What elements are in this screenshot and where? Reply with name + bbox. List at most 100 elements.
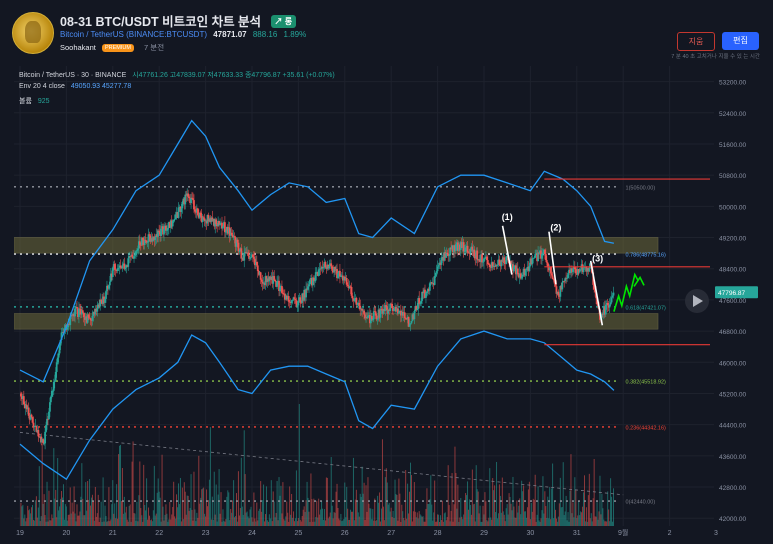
candle-body <box>273 276 276 280</box>
candle-body <box>235 239 238 247</box>
volume-bar <box>580 511 582 526</box>
volume-bar <box>362 493 364 526</box>
candle-body <box>286 296 289 300</box>
candle-body <box>216 224 219 227</box>
candle-body <box>334 267 336 271</box>
candle-body <box>32 422 35 428</box>
candle-body <box>99 299 102 307</box>
candle-body <box>608 304 611 308</box>
volume-bar <box>143 464 145 526</box>
candle-body <box>587 267 590 272</box>
play-icon <box>693 295 703 307</box>
volume-bar <box>204 513 206 526</box>
volume-bar <box>289 486 291 526</box>
volume-bar <box>89 479 91 526</box>
volume-bar <box>449 521 451 526</box>
candle-body <box>258 272 261 275</box>
candle-body <box>115 270 118 272</box>
volume-bar <box>461 516 463 526</box>
play-button[interactable] <box>685 289 709 313</box>
volume-bar <box>526 507 528 526</box>
volume-bar <box>438 521 440 526</box>
candle-body <box>379 308 382 318</box>
volume-bar <box>297 518 299 526</box>
candle-body <box>523 268 526 276</box>
candle-body <box>105 291 107 299</box>
volume-bar <box>471 469 473 526</box>
volume-bar <box>516 500 518 526</box>
volume-bar <box>530 502 532 526</box>
candle-body <box>199 212 202 216</box>
candle-body <box>325 267 328 270</box>
candle-body <box>540 250 542 259</box>
candle-body <box>349 286 352 288</box>
volume-bar <box>76 504 78 526</box>
candle-body <box>306 288 308 290</box>
legend-volume-value: 925 <box>37 98 50 105</box>
candle-body <box>478 259 481 261</box>
delete-button[interactable]: 지움 <box>677 32 715 51</box>
volume-bar <box>244 474 246 526</box>
candle-body <box>106 285 108 292</box>
symbol-link[interactable]: Bitcoin / TetherUS (BINANCE:BTCUSDT) <box>60 30 207 39</box>
candle-body <box>436 266 439 272</box>
candle-body <box>504 262 507 265</box>
candle-body <box>476 250 479 260</box>
candle-body <box>206 214 209 224</box>
volume-bar <box>567 512 569 526</box>
candle-body <box>366 317 368 319</box>
volume-bar <box>74 513 76 526</box>
volume-bar <box>25 521 27 526</box>
candle-body <box>250 257 252 259</box>
author-name[interactable]: Soohakant <box>60 43 96 52</box>
candle-body <box>596 298 598 305</box>
candle-body <box>284 295 287 300</box>
price-tick-label: 47600.00 <box>719 298 746 305</box>
candle-body <box>558 295 561 297</box>
candle-body <box>176 212 179 218</box>
volume-bar <box>418 511 420 526</box>
candle-body <box>377 309 380 319</box>
candle-body <box>360 308 363 310</box>
candle-body <box>211 217 214 222</box>
volume-bar <box>172 506 174 526</box>
candle-body <box>28 415 31 420</box>
legend-line-3: 볼륨 925 <box>19 96 50 106</box>
volume-bar <box>98 521 100 526</box>
candle-body <box>208 218 211 222</box>
price-tick-label: 52400.00 <box>719 111 746 118</box>
volume-bar <box>300 521 302 526</box>
candle-body <box>302 293 305 301</box>
volume-bar <box>215 484 217 526</box>
candle-body <box>283 293 286 300</box>
volume-bar <box>591 521 593 526</box>
candle-body <box>517 274 520 278</box>
volume-bar <box>474 521 476 526</box>
volume-bar <box>90 505 92 526</box>
price-chart[interactable]: 1(50500.00) 0.786(48775.16) 0.618(47421.07… <box>14 66 759 540</box>
volume-bar <box>356 501 358 526</box>
candle-body <box>559 285 562 297</box>
volume-bar <box>607 491 609 526</box>
wave-label: (1) <box>502 212 513 222</box>
volume-bar <box>579 515 581 526</box>
volume-bar <box>467 481 469 526</box>
volume-bar <box>490 517 492 526</box>
candle-body <box>542 249 545 253</box>
volume-bar <box>373 520 375 526</box>
candle-body <box>475 250 478 259</box>
candle-body <box>119 265 122 268</box>
volume-bar <box>528 481 530 526</box>
volume-bar <box>451 473 453 526</box>
candle-body <box>173 219 176 220</box>
volume-bar <box>547 496 549 526</box>
candle-body <box>129 256 132 257</box>
volume-bar <box>555 518 557 526</box>
volume-bar <box>237 471 239 526</box>
edit-button[interactable]: 편집 <box>722 32 759 50</box>
price-tick-label: 48400.00 <box>719 267 746 274</box>
candle-body <box>40 436 43 443</box>
volume-bar <box>32 519 34 526</box>
author-avatar[interactable] <box>12 12 54 54</box>
candle-body <box>535 253 538 255</box>
